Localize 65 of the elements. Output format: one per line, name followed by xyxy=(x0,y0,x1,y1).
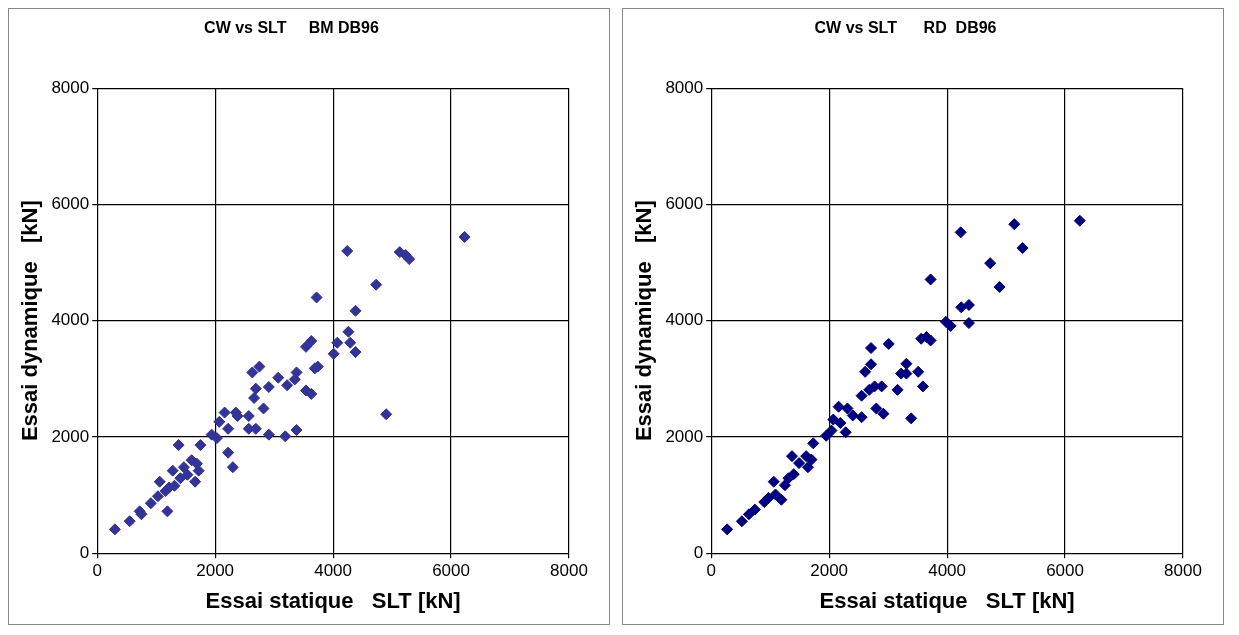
point xyxy=(882,337,895,350)
point xyxy=(900,357,913,370)
point xyxy=(834,417,847,429)
point xyxy=(865,342,878,355)
point xyxy=(962,299,975,312)
x-tick-label: 2000 xyxy=(810,561,849,581)
x-tick-label: 8000 xyxy=(1164,561,1202,581)
point xyxy=(916,380,929,393)
x-tick-label: 6000 xyxy=(1046,561,1084,581)
point xyxy=(855,411,868,424)
x-tick-label: 4000 xyxy=(314,561,353,581)
point xyxy=(775,493,788,506)
point xyxy=(865,358,878,371)
y-tick-label: 6000 xyxy=(51,194,90,214)
point xyxy=(993,280,1006,293)
point xyxy=(855,389,868,402)
point xyxy=(984,257,997,270)
point xyxy=(839,426,852,439)
point xyxy=(801,461,814,474)
y-tick-label: 4000 xyxy=(51,310,90,330)
point xyxy=(891,383,904,396)
point xyxy=(846,409,859,422)
y-tick-label: 0 xyxy=(693,542,704,562)
point xyxy=(748,503,761,516)
point xyxy=(877,407,890,420)
y-tick-label: 2000 xyxy=(665,426,704,446)
x-tick-label: 8000 xyxy=(550,561,588,581)
point xyxy=(1016,242,1029,255)
point xyxy=(1073,214,1086,227)
chart-title: CW vs SLT RD DB96 xyxy=(814,19,997,37)
y-tick-label: 0 xyxy=(79,542,90,562)
y-tick-label: 6000 xyxy=(665,194,704,214)
y-axis-title: Essai dynamique [kN] xyxy=(17,200,43,442)
point xyxy=(793,457,806,470)
point xyxy=(807,437,820,450)
point xyxy=(870,402,883,415)
point xyxy=(905,412,918,425)
point xyxy=(912,365,925,378)
x-axis-title: Essai statique SLT [kN] xyxy=(205,587,461,613)
chart-title: CW vs SLT BM DB96 xyxy=(204,19,380,37)
x-axis-title: Essai statique SLT [kN] xyxy=(819,587,1075,613)
x-tick-label: 2000 xyxy=(196,561,235,581)
point xyxy=(767,475,780,488)
y-tick-label: 2000 xyxy=(51,426,90,446)
point xyxy=(787,468,800,481)
point xyxy=(954,226,967,239)
point xyxy=(859,365,872,378)
point xyxy=(841,402,854,415)
point xyxy=(962,317,975,330)
point xyxy=(1008,218,1021,231)
point xyxy=(721,523,734,536)
x-tick-label: 6000 xyxy=(432,561,470,581)
point xyxy=(944,319,957,332)
y-axis-title: Essai dynamique [kN] xyxy=(631,200,657,442)
point xyxy=(786,450,799,463)
point xyxy=(924,273,937,286)
point xyxy=(778,479,791,492)
point xyxy=(825,424,838,437)
point xyxy=(735,515,748,528)
y-tick-label: 8000 xyxy=(665,77,704,97)
point xyxy=(769,488,782,501)
y-tick-label: 8000 xyxy=(51,77,90,97)
x-tick-label: 4000 xyxy=(928,561,967,581)
y-tick-label: 4000 xyxy=(665,310,704,330)
point xyxy=(832,400,845,413)
